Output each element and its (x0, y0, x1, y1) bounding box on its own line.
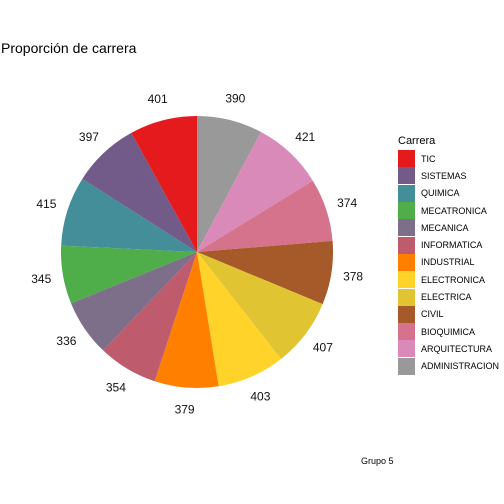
slice-value-label: 401 (148, 92, 168, 106)
legend-item-administracion: ADMINISTRACION (398, 357, 500, 375)
legend-swatch (398, 288, 415, 306)
legend-swatch (398, 323, 415, 341)
legend-label: CIVIL (421, 309, 444, 320)
slice-value-label: 345 (31, 272, 51, 286)
legend-item-mecanica: MECANICA (398, 219, 499, 237)
legend-label: ADMINISTRACION (421, 361, 500, 372)
legend-item-electronica: ELECTRONICA (398, 271, 499, 289)
legend-label: BIOQUIMICA (421, 326, 476, 337)
pie-slice-quimica (61, 178, 198, 252)
legend-item-informatica: INFORMATICA (398, 236, 499, 254)
legend-swatch (398, 340, 415, 358)
pie-slice-civil (197, 240, 334, 305)
pie-slice-electrica (197, 252, 323, 359)
chart-caption: Grupo 5 (361, 456, 394, 466)
slice-value-label: 403 (250, 390, 270, 404)
pie-slice-administracion (197, 115, 262, 252)
legend-title: Carrera (398, 135, 436, 147)
pie-slice-mecanica (71, 252, 197, 351)
legend-swatch (398, 202, 415, 220)
legend-label: INFORMATICA (421, 240, 483, 251)
legend-swatch (398, 184, 415, 202)
pie-slices (61, 115, 334, 388)
legend-item-tic: TIC (398, 150, 499, 168)
legend-swatch (398, 357, 415, 375)
pie-slice-bioquimica (197, 180, 333, 252)
pie-value-labels: 390 421 374 378 407 403 379 354 336 345 415 397 401 (31, 92, 363, 417)
legend: Carrera TIC SISTEMAS QUIMICA MECATRONICA MEC… (398, 135, 499, 375)
legend-label: TIC (421, 153, 436, 164)
slice-value-label: 415 (36, 197, 56, 211)
legend-swatch (398, 219, 415, 237)
pie-slice-tic (131, 116, 197, 252)
legend-swatch (398, 150, 415, 168)
chart-title: Proporción de carrera (1, 40, 137, 56)
slice-value-label: 397 (79, 130, 99, 144)
slice-value-label: 374 (337, 196, 357, 210)
legend-label: ARQUITECTURA (421, 343, 493, 354)
pie-slice-mecatronica (61, 245, 197, 304)
legend-item-electrica: ELECTRICA (398, 288, 499, 306)
legend-swatch (398, 253, 415, 271)
pie-slice-industrial (154, 252, 219, 388)
legend-label: ELECTRICA (421, 292, 472, 303)
legend-item-bioquimica: BIOQUIMICA (398, 323, 499, 341)
legend-swatch (398, 305, 415, 323)
pie-slice-informatica (103, 252, 197, 382)
legend-label: SISTEMAS (421, 170, 467, 181)
slice-value-label: 421 (295, 130, 315, 144)
legend-item-mecatronica: MECATRONICA (398, 202, 499, 220)
slice-value-label: 390 (225, 92, 245, 106)
legend-item-civil: CIVIL (398, 305, 499, 323)
legend-label: ELECTRONICA (421, 274, 486, 285)
legend-item-sistemas: SISTEMAS (398, 167, 499, 185)
legend-label: INDUSTRIAL (421, 257, 475, 268)
legend-item-arquitectura: ARQUITECTURA (398, 340, 499, 358)
legend-swatch (398, 167, 415, 185)
slice-value-label: 379 (175, 403, 195, 417)
slice-value-label: 354 (106, 381, 126, 395)
pie-slice-sistemas (82, 132, 197, 252)
slice-value-label: 336 (56, 334, 76, 348)
legend-item-quimica: QUIMICA (398, 184, 499, 202)
legend-item-industrial: INDUSTRIAL (398, 253, 499, 271)
slice-value-label: 378 (343, 270, 363, 284)
pie-slice-arquitectura (197, 132, 313, 252)
legend-swatch (398, 236, 415, 254)
pie-slice-electronica (197, 252, 282, 387)
legend-swatch (398, 271, 415, 289)
legend-label: MECATRONICA (421, 205, 487, 216)
legend-label: MECANICA (421, 222, 469, 233)
legend-items: TIC SISTEMAS QUIMICA MECATRONICA MECANICA INF… (398, 150, 499, 375)
slice-value-label: 407 (313, 341, 333, 355)
legend-label: QUIMICA (421, 188, 460, 199)
